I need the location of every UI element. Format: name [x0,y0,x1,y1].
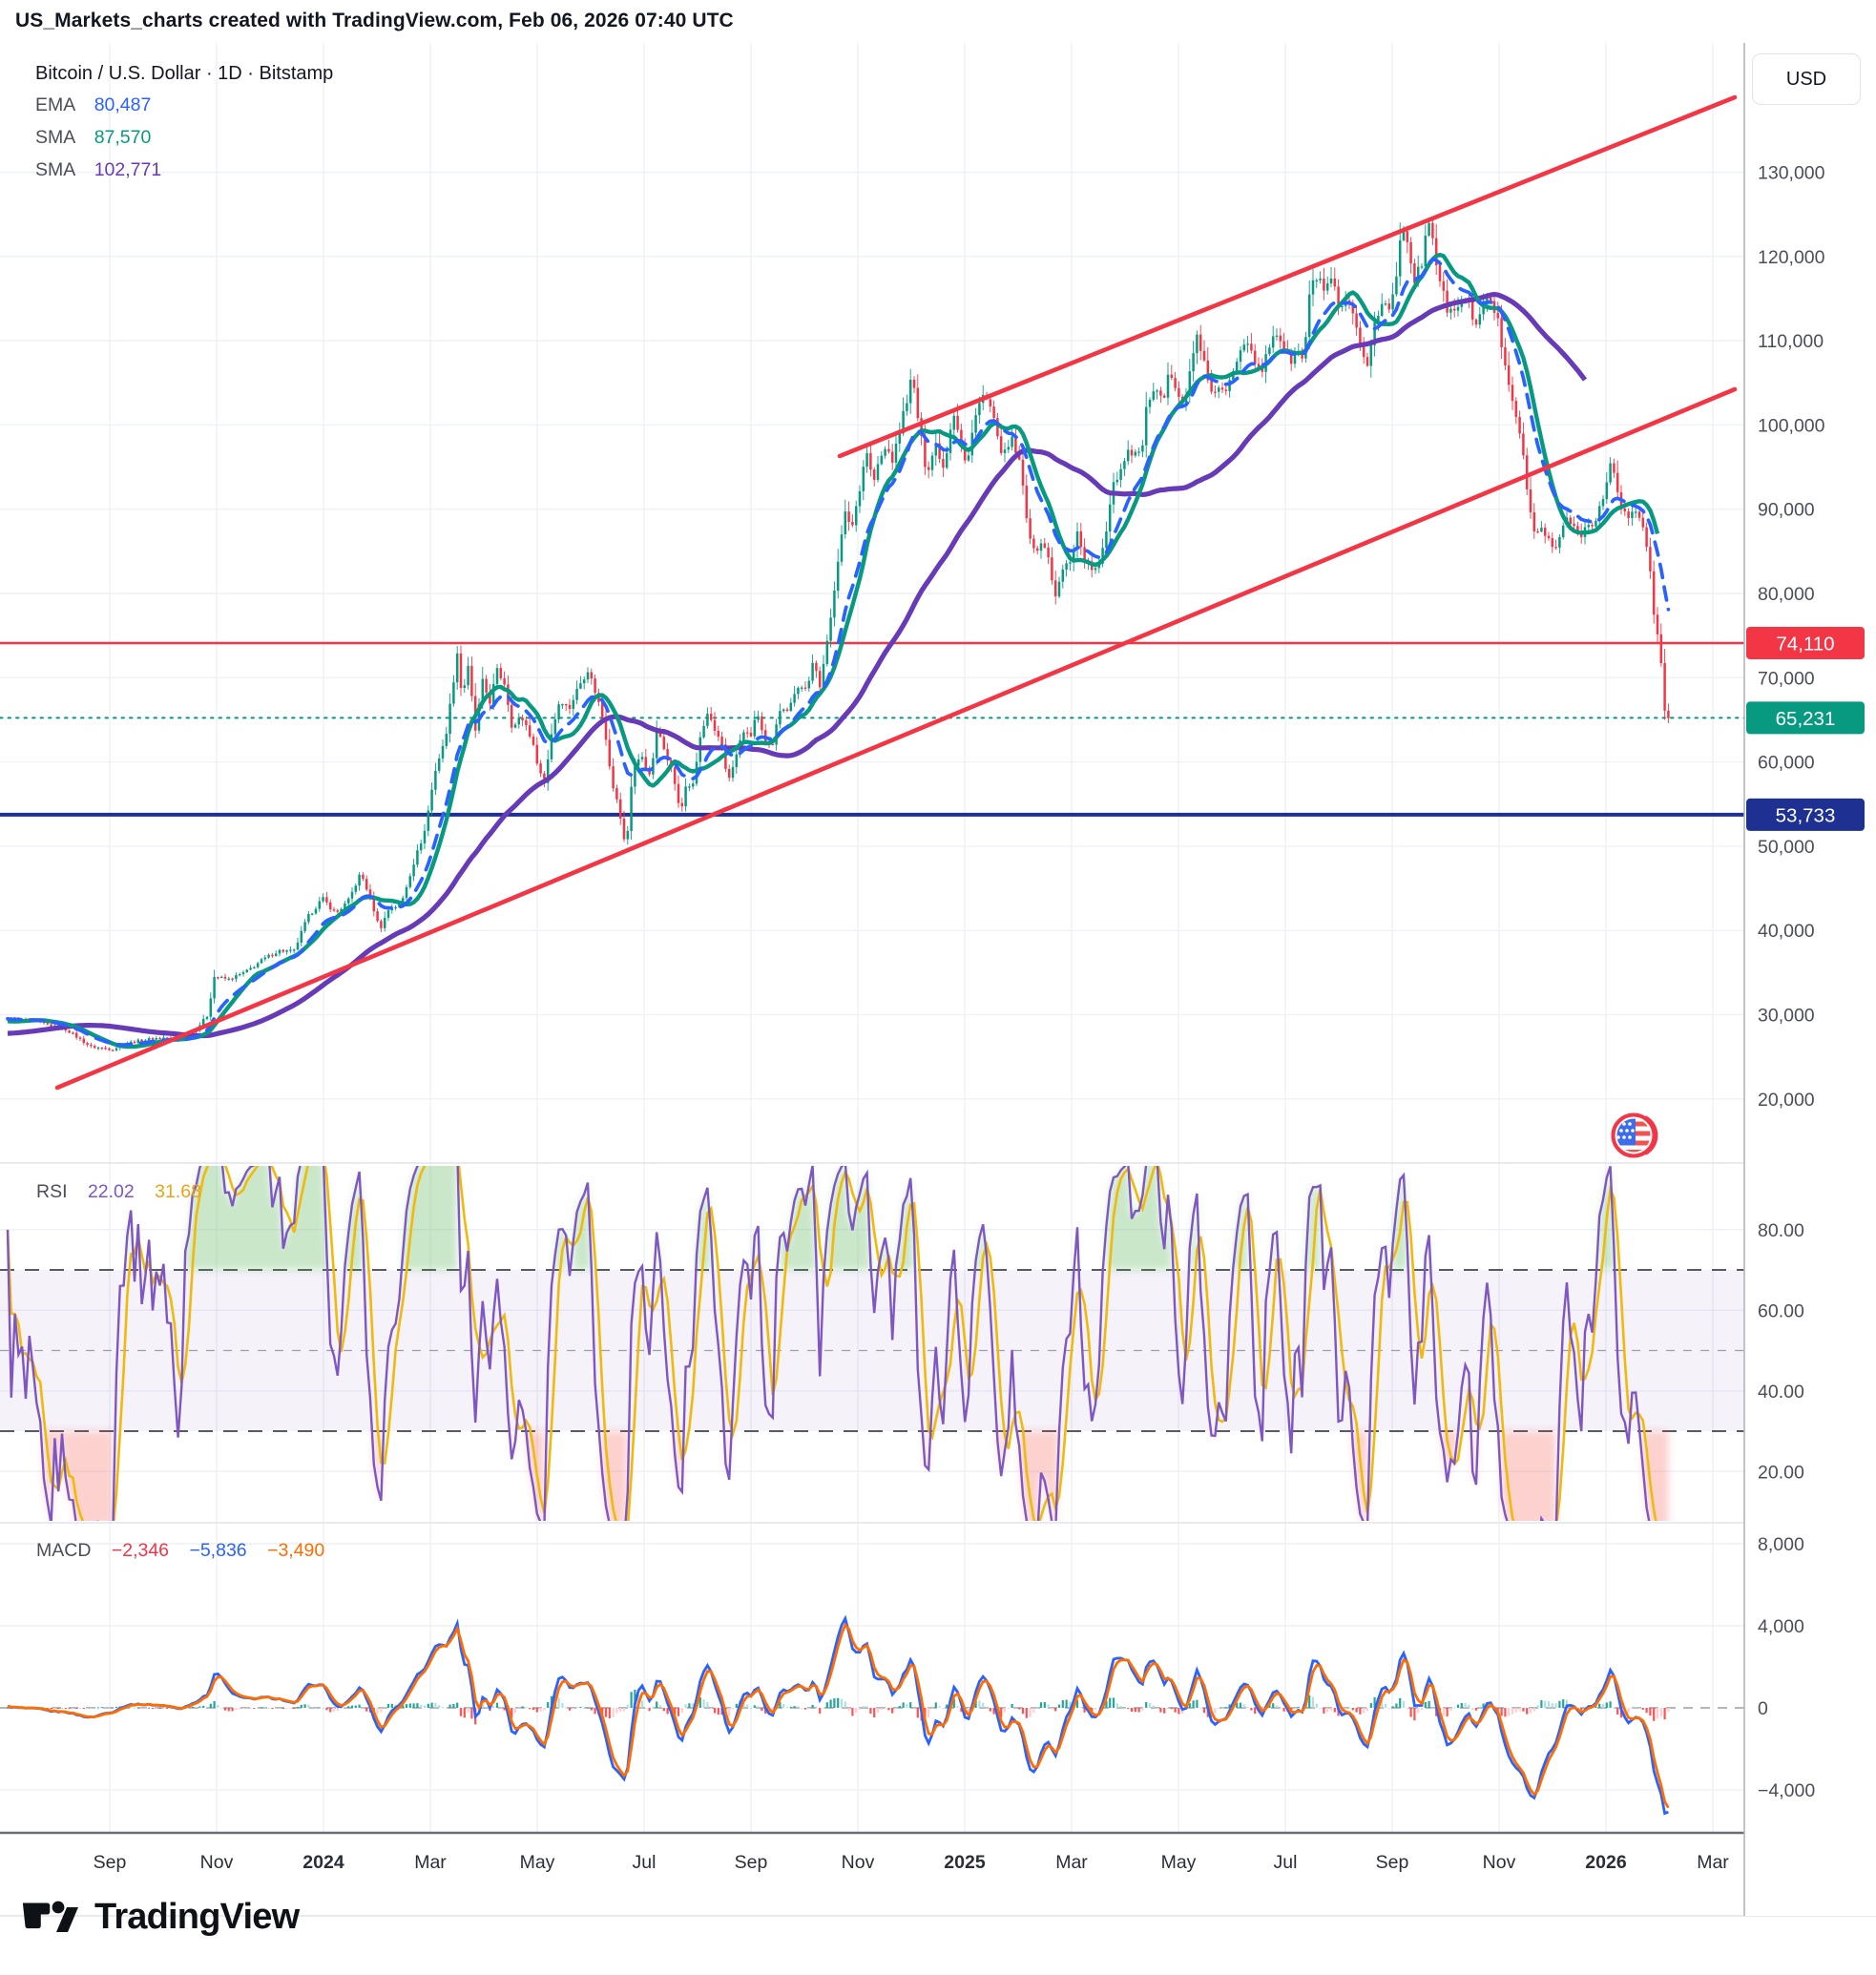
price-level-badge: 65,231 [1776,708,1836,730]
price-level-badge: 53,733 [1776,804,1836,826]
macd-tick: 0 [1758,1698,1768,1719]
time-tick: Mar [1697,1852,1729,1873]
ema-legend-row[interactable]: EMA 80,487 [35,94,333,116]
time-tick: May [520,1852,555,1873]
ema-line [6,257,1671,1047]
page-title: US_Markets_charts created with TradingVi… [15,10,734,31]
tradingview-logo-text: TradingView [94,1897,300,1937]
sma200-legend-row[interactable]: SMA 102,771 [35,159,333,181]
symbol-title[interactable]: Bitcoin / U.S. Dollar · 1D · Bitstamp [35,63,334,84]
sma50-legend-row[interactable]: SMA 87,570 [35,127,333,149]
price-level-badge: 74,110 [1776,634,1834,655]
time-axis-labels[interactable]: Sep Nov 2024 Mar May Jul Sep Nov 2025 Mar May Jul Se… [94,1852,1730,1873]
tradingview-logo[interactable]: TradingView [22,1897,300,1938]
macd-signal-line [7,1622,1670,1809]
currency-usd-button[interactable]: USD [1752,53,1861,105]
sma200-value: 102,771 [94,159,162,180]
time-tick: 2026 [1585,1852,1627,1873]
time-tick: Sep [1376,1852,1409,1873]
sma200-line [7,292,1588,1039]
price-tick: 90,000 [1758,500,1815,521]
rsi-tick: 80.00 [1758,1220,1804,1241]
macd-histogram [6,1690,1670,1725]
macd-hist-value: −2,346 [111,1540,170,1561]
price-level-badges: 74,110 65,231 53,733 [1746,627,1865,831]
macd-signal-value: −3,490 [267,1540,325,1561]
price-tick: 40,000 [1758,921,1815,942]
price-axis-labels[interactable]: 130,000 120,000 110,000 100,000 90,000 80,000… [1758,162,1825,1801]
rsi-line [6,1166,1651,1521]
macd-legend[interactable]: MACD −2,346 −5,836 −3,490 [36,1540,340,1562]
candlestick-series [6,217,1670,1052]
price-tick: 80,000 [1758,584,1815,605]
rsi-tick: 60.00 [1758,1300,1804,1321]
time-tick: Nov [1483,1852,1516,1873]
time-tick: 2024 [302,1852,344,1873]
price-scale-bg[interactable] [1744,0,1876,1916]
price-tick: 110,000 [1758,331,1824,352]
rsi-value: 22.02 [87,1181,135,1202]
macd-tick: 4,000 [1758,1616,1804,1637]
price-levels [0,641,1744,817]
ema-value: 80,487 [94,94,152,115]
price-tick: 30,000 [1758,1005,1815,1026]
time-tick: Nov [200,1852,234,1873]
sma50-line [7,252,1660,1050]
ema-label: EMA [35,94,76,115]
macd-value: −5,836 [189,1540,247,1561]
macd-tick: 8,000 [1758,1534,1804,1555]
macd-tick: −4,000 [1758,1780,1815,1801]
rsi-tick: 40.00 [1758,1382,1804,1403]
sma50-label: SMA [35,127,76,148]
price-tick: 60,000 [1758,753,1815,774]
price-tick: 120,000 [1758,247,1825,268]
sma200-label: SMA [35,159,76,180]
time-tick: Jul [1274,1852,1298,1873]
time-tick: Nov [842,1852,875,1873]
price-tick: 20,000 [1758,1090,1815,1111]
rsi-legend[interactable]: RSI 22.02 31.68 [36,1181,217,1203]
time-tick: Mar [1055,1852,1088,1873]
us-flag-icon [1609,1109,1662,1162]
price-tick: 50,000 [1758,837,1815,858]
time-tick: Jul [633,1852,657,1873]
price-tick: 70,000 [1758,668,1815,689]
tradingview-logo-icon [22,1901,78,1932]
time-tick: Mar [414,1852,447,1873]
rsi-glow [44,1431,1669,1521]
main-legend: Bitcoin / U.S. Dollar · 1D · Bitstamp EM… [35,63,333,192]
rsi-ma-value: 31.68 [155,1181,201,1202]
macd-label: MACD [36,1540,92,1561]
time-tick: 2025 [944,1852,986,1873]
gridlines [0,43,1744,1833]
rsi-label: RSI [36,1181,68,1202]
time-tick: Sep [735,1852,768,1873]
price-tick: 100,000 [1758,415,1825,436]
rsi-tick: 20.00 [1758,1462,1804,1483]
time-tick: May [1161,1852,1197,1873]
sma50-value: 87,570 [94,127,152,148]
price-tick: 130,000 [1758,162,1825,183]
time-tick: Sep [94,1852,127,1873]
trend-channel-lines[interactable] [54,94,1738,1091]
